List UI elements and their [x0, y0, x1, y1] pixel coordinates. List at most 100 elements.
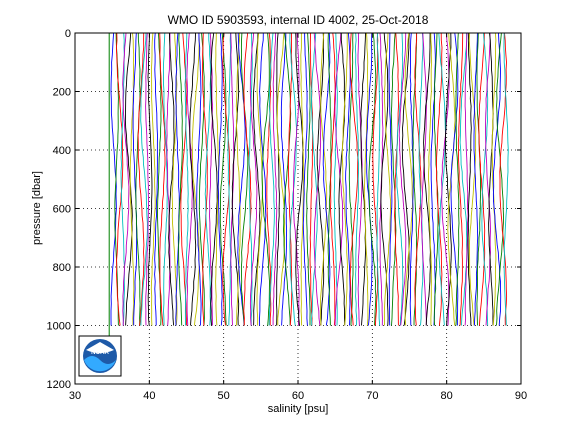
- profile-line: [390, 32, 397, 326]
- profile-line: [137, 32, 145, 326]
- profile-line: [383, 32, 392, 326]
- profile-line: [418, 32, 424, 326]
- profile-line: [289, 32, 297, 326]
- profile-line: [455, 32, 460, 326]
- profile-line: [259, 32, 267, 326]
- profile-line: [349, 32, 359, 326]
- profile-line: [491, 32, 497, 326]
- profile-line: [147, 32, 153, 326]
- profile-line: [178, 32, 183, 326]
- profile-line: [388, 32, 393, 326]
- profile-line: [252, 32, 261, 326]
- profile-line: [115, 32, 124, 326]
- profile-line: [243, 32, 252, 326]
- profile-line: [196, 32, 202, 326]
- profile-line: [184, 32, 189, 326]
- profile-line: [468, 32, 477, 326]
- y-tick-label: 1200: [47, 379, 71, 391]
- profile-line: [201, 32, 208, 326]
- profile-line: [341, 33, 348, 326]
- y-axis-label: pressure [dbar]: [31, 171, 43, 245]
- profile-line: [404, 32, 414, 326]
- profile-line: [409, 32, 414, 326]
- profile-line: [166, 32, 171, 326]
- profile-line: [376, 32, 381, 326]
- profile-line: [330, 32, 336, 326]
- profile-line: [222, 32, 231, 326]
- profile-line: [154, 32, 158, 326]
- profile-line: [438, 32, 447, 326]
- profile-line: [180, 32, 187, 326]
- x-tick-label: 70: [366, 390, 378, 402]
- profile-line: [476, 32, 482, 326]
- profile-line: [135, 32, 141, 326]
- profile-line: [159, 32, 166, 326]
- profile-line: [306, 32, 311, 326]
- profile-line: [441, 32, 450, 326]
- profile-line: [372, 32, 379, 326]
- profile-line: [300, 33, 305, 326]
- profile-line: [280, 33, 288, 326]
- profile-line: [150, 32, 156, 326]
- profile-line: [348, 32, 354, 326]
- profile-line: [249, 32, 258, 326]
- profile-line: [210, 32, 218, 326]
- profile-line: [268, 32, 275, 326]
- profile-line: [266, 32, 272, 326]
- x-tick-label: 90: [515, 390, 527, 402]
- x-axis-label: salinity [psu]: [268, 403, 329, 415]
- profile-line: [401, 32, 410, 326]
- profile-line: [365, 32, 373, 326]
- y-tick-label: 800: [53, 262, 71, 274]
- profile-line: [395, 32, 404, 326]
- profile-line: [283, 32, 292, 326]
- profile-line: [272, 32, 278, 326]
- y-tick-label: 600: [53, 204, 71, 216]
- profile-line: [496, 32, 504, 326]
- profile-line: [499, 32, 508, 326]
- profile-line: [302, 32, 308, 326]
- profile-line: [333, 32, 338, 326]
- profile-line: [503, 32, 509, 326]
- profile-line: [398, 32, 407, 326]
- profile-line: [162, 32, 168, 326]
- x-tick-label: 80: [441, 390, 453, 402]
- y-tick-label: 400: [53, 145, 71, 157]
- profiles: [108, 32, 509, 341]
- profile-line: [168, 32, 175, 326]
- profile-line: [189, 32, 197, 326]
- profile-line: [219, 32, 227, 326]
- x-tick-label: 30: [69, 390, 81, 402]
- profile-line: [276, 32, 286, 326]
- chart-title: WMO ID 5903593, internal ID 4002, 25-Oct…: [168, 13, 429, 27]
- profile-line: [363, 32, 369, 326]
- profile-line: [295, 32, 304, 326]
- profile-line: [467, 32, 472, 326]
- profile-line: [436, 32, 443, 326]
- profile-line: [240, 32, 249, 326]
- profile-line: [122, 32, 130, 326]
- profile-line: [235, 32, 241, 326]
- x-tick-label: 40: [143, 390, 155, 402]
- profile-line: [217, 32, 223, 326]
- profile-line: [338, 33, 346, 326]
- x-tick-label: 60: [292, 390, 304, 402]
- x-tick-label: 50: [218, 390, 230, 402]
- profile-line: [231, 32, 240, 326]
- profile-line: [478, 33, 486, 326]
- profile-line: [145, 32, 150, 326]
- profile-line: [322, 32, 331, 326]
- profile-line: [237, 32, 246, 326]
- y-tick-label: 1000: [47, 321, 71, 333]
- profile-line: [204, 32, 212, 326]
- noaa-logo-text: NOAA: [91, 350, 109, 356]
- ticks: 30 40 50 60 70 80 90 0 200 400 600 800 1000 1200: [47, 28, 528, 402]
- profile-line: [132, 32, 138, 326]
- profile-line: [171, 32, 178, 326]
- profile-line: [473, 32, 479, 326]
- profile-line: [129, 32, 135, 326]
- profile-line: [287, 33, 293, 326]
- profile-line: [360, 32, 366, 326]
